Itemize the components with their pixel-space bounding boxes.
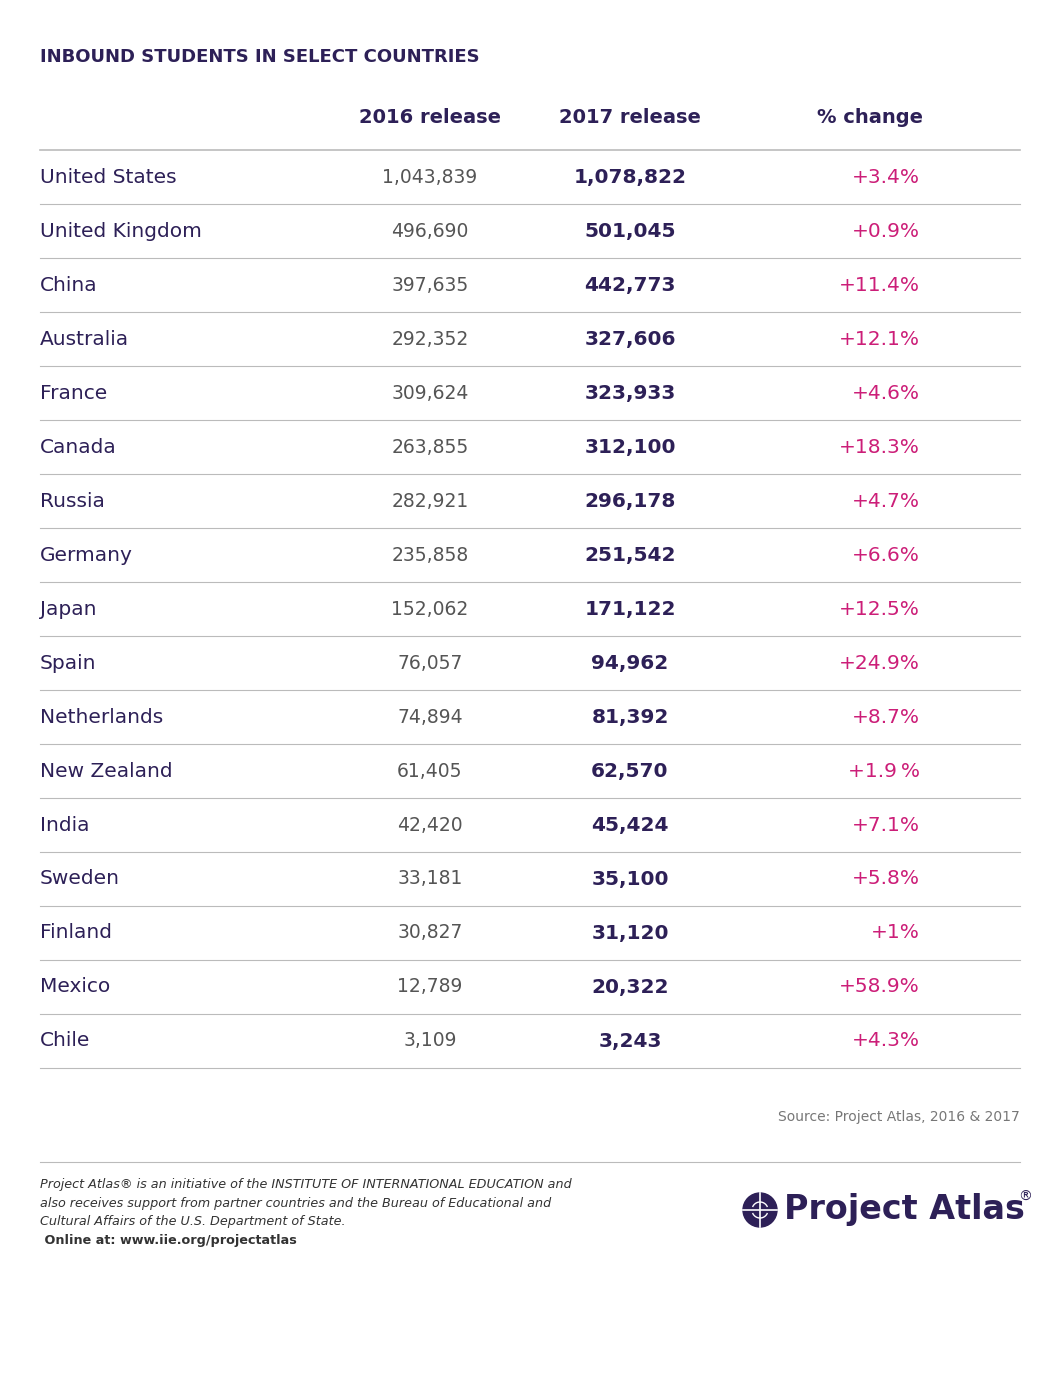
Text: 251,542: 251,542 <box>585 546 676 565</box>
Text: 2017 release: 2017 release <box>559 109 701 126</box>
Text: 81,392: 81,392 <box>591 708 669 726</box>
Text: +24.9%: +24.9% <box>839 653 919 672</box>
Text: Project Atlas® is an initiative of the INSTITUTE OF INTERNATIONAL EDUCATION and
: Project Atlas® is an initiative of the I… <box>40 1178 572 1228</box>
Text: United States: United States <box>40 168 176 187</box>
Text: Spain: Spain <box>40 653 97 672</box>
Text: 62,570: 62,570 <box>591 762 669 781</box>
Text: ®: ® <box>1018 1189 1032 1204</box>
Text: 171,122: 171,122 <box>585 600 676 619</box>
Text: China: China <box>40 275 98 294</box>
Text: Online at: www.iie.org/projectatlas: Online at: www.iie.org/projectatlas <box>40 1233 297 1247</box>
Text: 30,827: 30,827 <box>398 924 462 942</box>
Text: +0.9%: +0.9% <box>853 221 919 241</box>
Text: France: France <box>40 384 107 403</box>
Text: +4.3%: +4.3% <box>853 1031 919 1050</box>
Text: United Kingdom: United Kingdom <box>40 221 202 241</box>
Text: +11.4%: +11.4% <box>839 275 919 294</box>
Text: 1,078,822: 1,078,822 <box>574 168 687 187</box>
Text: 309,624: 309,624 <box>391 384 469 403</box>
Text: 312,100: 312,100 <box>585 437 676 456</box>
Text: 292,352: 292,352 <box>391 330 469 348</box>
Text: +6.6%: +6.6% <box>853 546 919 565</box>
Text: 31,120: 31,120 <box>591 924 669 942</box>
Text: Sweden: Sweden <box>40 869 120 888</box>
Text: 42,420: 42,420 <box>398 815 462 835</box>
Text: 496,690: 496,690 <box>391 221 469 241</box>
Text: 61,405: 61,405 <box>398 762 462 781</box>
Text: Netherlands: Netherlands <box>40 708 164 726</box>
Text: 12,789: 12,789 <box>398 978 462 997</box>
Text: 282,921: 282,921 <box>391 491 469 510</box>
Text: 35,100: 35,100 <box>591 869 669 888</box>
Text: India: India <box>40 815 89 835</box>
Text: 442,773: 442,773 <box>585 275 676 294</box>
Text: 397,635: 397,635 <box>391 275 469 294</box>
Text: Russia: Russia <box>40 491 105 510</box>
Text: +7.1%: +7.1% <box>853 815 919 835</box>
Text: 74,894: 74,894 <box>398 708 462 726</box>
Text: +8.7%: +8.7% <box>853 708 919 726</box>
Text: 296,178: 296,178 <box>585 491 676 510</box>
Text: INBOUND STUDENTS IN SELECT COUNTRIES: INBOUND STUDENTS IN SELECT COUNTRIES <box>40 48 479 66</box>
Text: Canada: Canada <box>40 437 117 456</box>
Text: Germany: Germany <box>40 546 133 565</box>
Text: 1,043,839: 1,043,839 <box>383 168 477 187</box>
Text: Chile: Chile <box>40 1031 90 1050</box>
Text: 20,322: 20,322 <box>591 978 669 997</box>
Text: +4.7%: +4.7% <box>853 491 919 510</box>
Text: Project Atlas: Project Atlas <box>784 1194 1025 1226</box>
Text: +18.3%: +18.3% <box>839 437 919 456</box>
Text: Japan: Japan <box>40 600 97 619</box>
Text: +3.4%: +3.4% <box>853 168 919 187</box>
Text: 94,962: 94,962 <box>591 653 669 672</box>
Text: 152,062: 152,062 <box>391 600 469 619</box>
Text: Source: Project Atlas, 2016 & 2017: Source: Project Atlas, 2016 & 2017 <box>778 1110 1020 1123</box>
Text: Australia: Australia <box>40 330 129 348</box>
Text: 33,181: 33,181 <box>398 869 462 888</box>
Text: +1%: +1% <box>871 924 919 942</box>
Text: 501,045: 501,045 <box>585 221 676 241</box>
Text: 45,424: 45,424 <box>591 815 669 835</box>
Text: 76,057: 76,057 <box>398 653 462 672</box>
Text: 263,855: 263,855 <box>391 437 469 456</box>
Circle shape <box>743 1194 777 1226</box>
Text: 323,933: 323,933 <box>585 384 676 403</box>
Text: +12.1%: +12.1% <box>839 330 919 348</box>
Text: 3,243: 3,243 <box>598 1031 662 1050</box>
Text: +4.6%: +4.6% <box>853 384 919 403</box>
Text: Finland: Finland <box>40 924 112 942</box>
Text: % change: % change <box>817 109 923 126</box>
Text: +5.8%: +5.8% <box>853 869 919 888</box>
Text: +12.5%: +12.5% <box>839 600 919 619</box>
Text: +58.9%: +58.9% <box>840 978 919 997</box>
Text: 327,606: 327,606 <box>585 330 676 348</box>
Text: 3,109: 3,109 <box>403 1031 457 1050</box>
Text: 2016 release: 2016 release <box>359 109 501 126</box>
Text: Mexico: Mexico <box>40 978 111 997</box>
Text: New Zealand: New Zealand <box>40 762 172 781</box>
Text: 235,858: 235,858 <box>391 546 469 565</box>
Text: +1.9 %: +1.9 % <box>848 762 919 781</box>
